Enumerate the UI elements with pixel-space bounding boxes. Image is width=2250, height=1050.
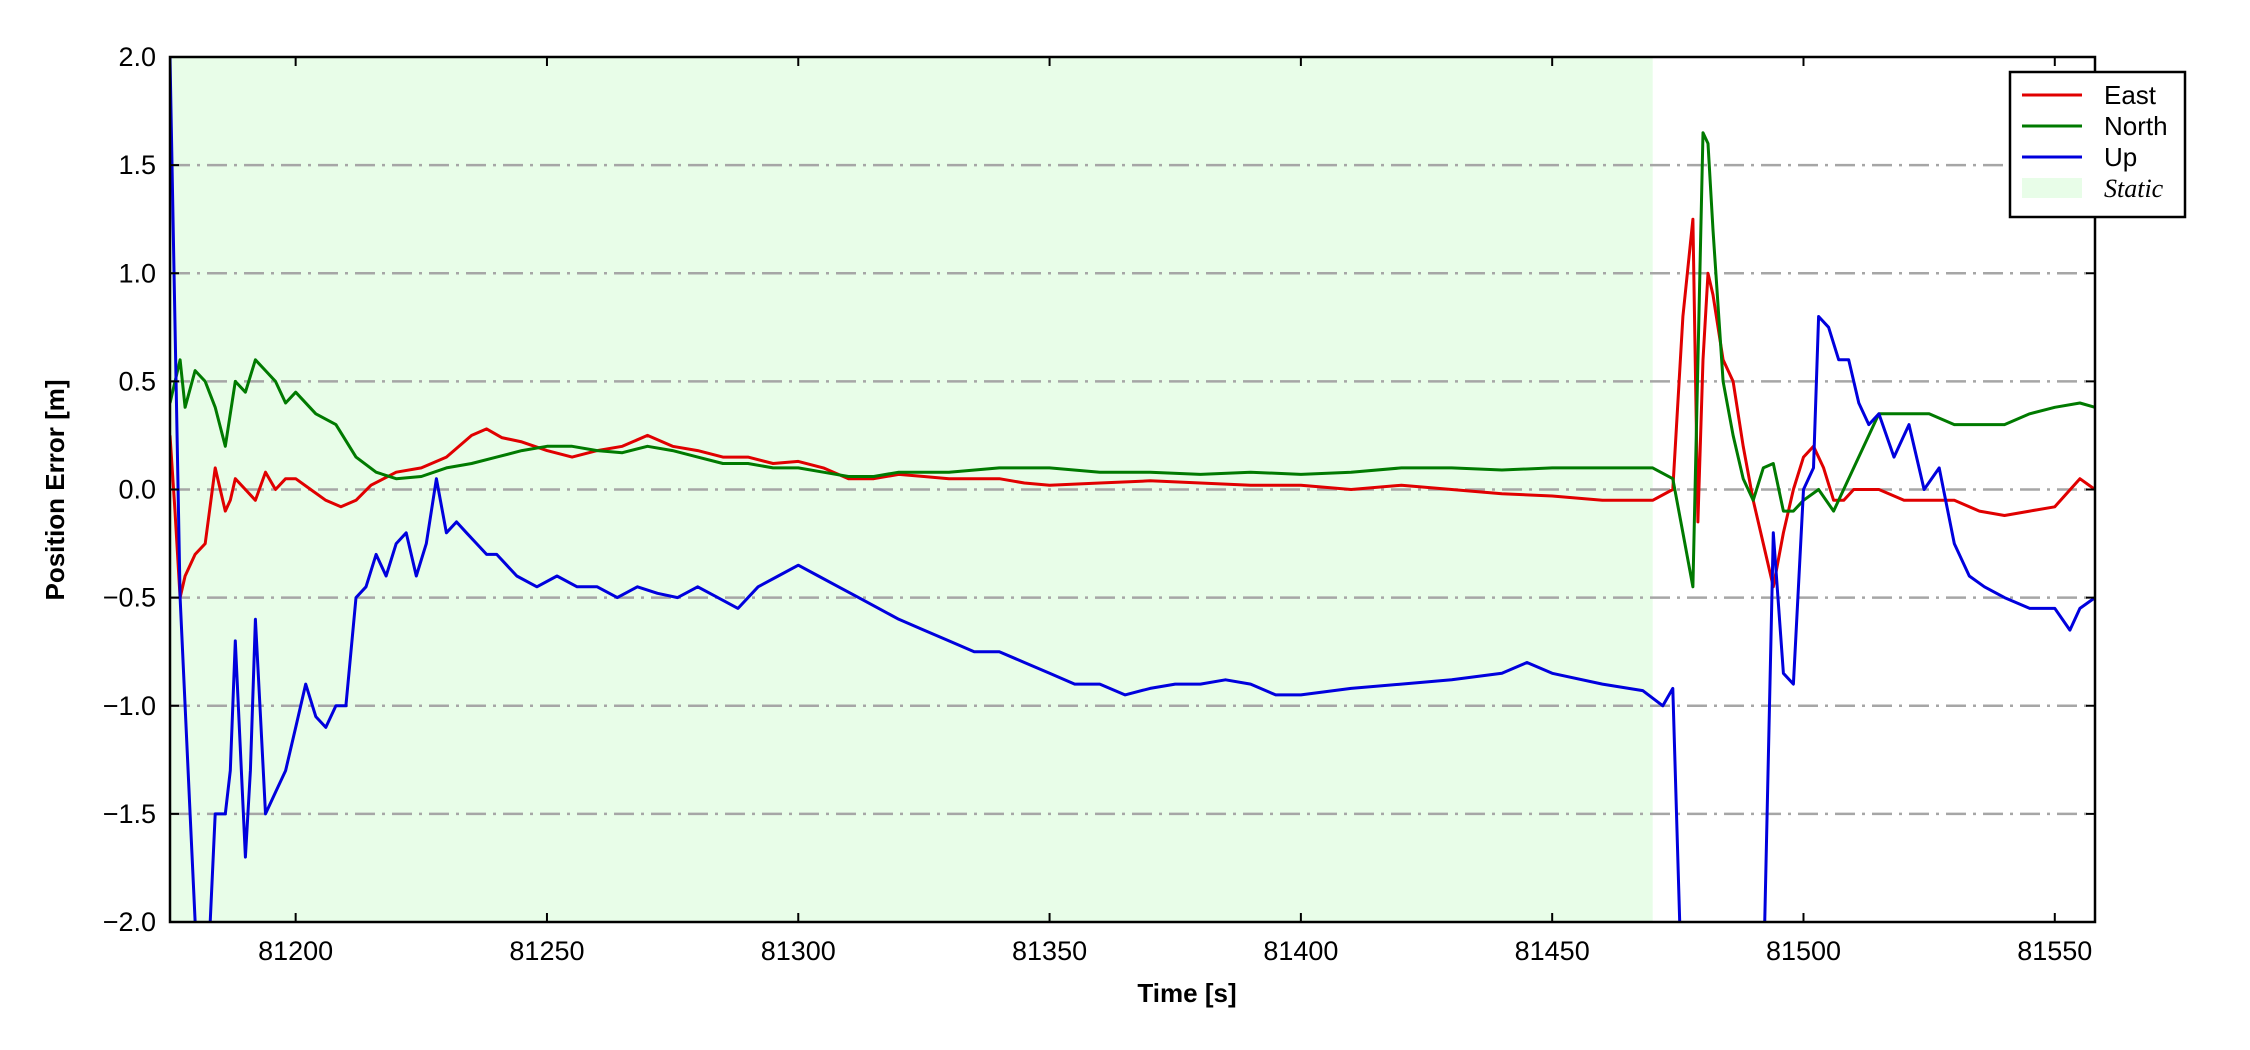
x-tick-label-0: 81200 — [258, 936, 333, 966]
y-tick-label-5: 0.5 — [118, 366, 156, 396]
x-tick-label-2: 81300 — [761, 936, 836, 966]
legend: East North Up Static — [2008, 70, 2187, 219]
legend-label-up: Up — [2104, 142, 2137, 172]
y-tick-label-6: 1.0 — [118, 258, 156, 288]
series-lines — [170, 57, 2095, 922]
y-tick-label-7: 1.5 — [118, 150, 156, 180]
series-line-up — [170, 57, 2095, 922]
series-line-east — [170, 217, 2095, 600]
legend-label-static: Static — [2104, 174, 2164, 203]
x-tick-label-6: 81500 — [1766, 936, 1841, 966]
legend-label-east: East — [2104, 80, 2157, 110]
legend-swatch-static — [2022, 178, 2082, 198]
y-tick-label-4: 0.0 — [118, 475, 156, 505]
y-axis-title: Position Error [m] — [40, 379, 70, 600]
axis-ticks: −2.0 −1.5 −1.0 −0.5 0.0 0.5 1.0 1.5 2.0 81200 8125… — [103, 42, 2095, 966]
x-tick-label-3: 81350 — [1012, 936, 1087, 966]
y-tick-label-1: −1.5 — [103, 799, 156, 829]
x-axis-title: Time [s] — [1137, 978, 1236, 1008]
y-tick-label-2: −1.0 — [103, 691, 156, 721]
x-tick-label-1: 81250 — [509, 936, 584, 966]
x-tick-label-7: 81550 — [2017, 936, 2092, 966]
x-tick-label-5: 81450 — [1515, 936, 1590, 966]
x-tick-label-4: 81400 — [1263, 936, 1338, 966]
series-line-north — [170, 131, 2095, 589]
grid-lines — [170, 163, 2095, 816]
y-tick-label-3: −0.5 — [103, 583, 156, 613]
y-tick-label-0: −2.0 — [103, 907, 156, 937]
y-tick-label-8: 2.0 — [118, 42, 156, 72]
legend-label-north: North — [2104, 111, 2168, 141]
